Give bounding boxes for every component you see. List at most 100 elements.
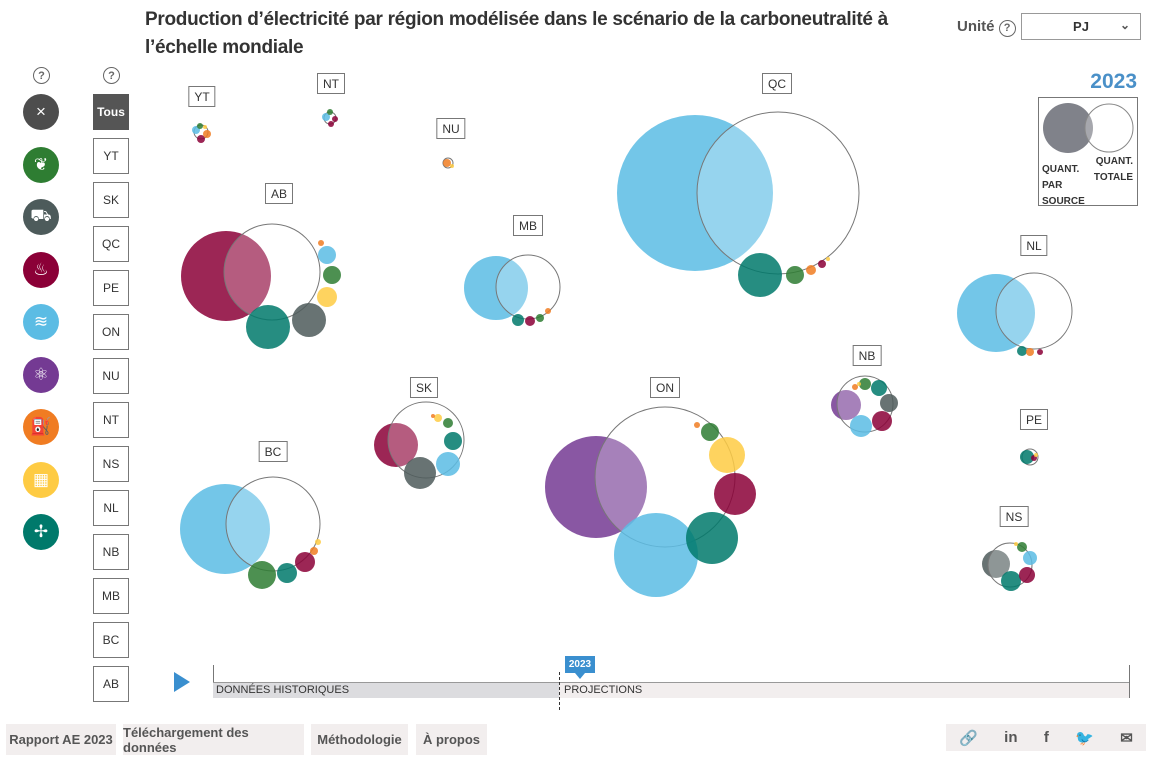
source-circle-wind[interactable]: [738, 253, 782, 297]
play-button[interactable]: [174, 672, 190, 692]
region-bubble-yt[interactable]: [192, 123, 211, 143]
link-icon[interactable]: 🔗: [959, 729, 978, 747]
source-circle-oil[interactable]: [443, 159, 451, 167]
linkedin-icon[interactable]: in: [1004, 729, 1018, 746]
source-circle-wind[interactable]: [1017, 346, 1027, 356]
source-circle-sol[interactable]: [450, 164, 454, 168]
source-circle-gas[interactable]: [818, 260, 826, 268]
source-circle-oil[interactable]: [203, 130, 211, 138]
natural-gas-filter-button[interactable]: ♨: [23, 251, 59, 288]
region-filter-nl[interactable]: NL: [93, 490, 129, 526]
source-circle-bio[interactable]: [701, 423, 719, 441]
total-circle[interactable]: [995, 272, 1073, 350]
region-filter-tous[interactable]: Tous: [93, 94, 129, 130]
source-circle-sol[interactable]: [317, 287, 337, 307]
source-circle-wind[interactable]: [1020, 450, 1034, 464]
region-filter-nt[interactable]: NT: [93, 402, 129, 438]
region-bubble-pe[interactable]: [1020, 448, 1039, 466]
region-bubble-nb[interactable]: [831, 375, 898, 437]
source-circle-gas[interactable]: [714, 473, 756, 515]
source-circle-gas[interactable]: [374, 423, 418, 467]
unit-select[interactable]: PJ ⌄: [1021, 13, 1141, 40]
source-circle-wind[interactable]: [444, 432, 462, 450]
coal-filter-button[interactable]: ⛟: [23, 199, 59, 235]
source-circle-bio[interactable]: [327, 109, 333, 115]
data-download-button[interactable]: Téléchargement des données: [123, 724, 304, 755]
source-circle-gas[interactable]: [1019, 567, 1035, 583]
source-circle-gas[interactable]: [197, 135, 205, 143]
help-icon[interactable]: ?: [998, 19, 1016, 37]
source-circle-oil[interactable]: [318, 240, 324, 246]
source-circle-gas[interactable]: [1037, 349, 1043, 355]
source-circle-bio[interactable]: [536, 314, 544, 322]
region-bubble-mb[interactable]: [464, 254, 561, 326]
region-filter-mb[interactable]: MB: [93, 578, 129, 614]
source-circle-sol[interactable]: [1014, 542, 1018, 546]
source-circle-gas[interactable]: [332, 116, 338, 122]
oil-filter-button[interactable]: ⛽: [23, 409, 59, 445]
region-bubble-nt[interactable]: [322, 109, 338, 127]
facebook-icon[interactable]: f: [1043, 729, 1049, 746]
source-circle-sol[interactable]: [709, 437, 745, 473]
source-circle-bio[interactable]: [248, 561, 276, 589]
source-circle-hyd[interactable]: [617, 115, 773, 271]
source-circle-bio[interactable]: [197, 123, 203, 129]
sources-help-icon[interactable]: ?: [33, 67, 50, 84]
region-filter-pe[interactable]: PE: [93, 270, 129, 306]
source-circle-wind[interactable]: [512, 314, 524, 326]
all-clear-filter-button[interactable]: ×: [23, 94, 59, 130]
region-bubble-ns[interactable]: [982, 542, 1037, 591]
region-bubble-bc[interactable]: [180, 476, 321, 589]
source-circle-hyd[interactable]: [614, 513, 698, 597]
source-circle-sol[interactable]: [315, 539, 321, 545]
solar-filter-button[interactable]: ▦: [23, 461, 59, 498]
source-circle-gas[interactable]: [525, 316, 535, 326]
source-circle-sol[interactable]: [857, 382, 861, 386]
source-circle-oil[interactable]: [694, 422, 700, 428]
region-filter-on[interactable]: ON: [93, 314, 129, 350]
source-circle-hyd[interactable]: [436, 452, 460, 476]
source-circle-bio[interactable]: [323, 266, 341, 284]
source-circle-wind[interactable]: [246, 305, 290, 349]
email-icon[interactable]: ✉: [1120, 729, 1133, 747]
region-filter-nu[interactable]: NU: [93, 358, 129, 394]
source-circle-hyd[interactable]: [850, 415, 872, 437]
region-filter-sk[interactable]: SK: [93, 182, 129, 218]
source-circle-gas[interactable]: [872, 411, 892, 431]
source-circle-gas[interactable]: [295, 552, 315, 572]
source-circle-coal[interactable]: [292, 303, 326, 337]
region-filter-qc[interactable]: QC: [93, 226, 129, 262]
twitter-icon[interactable]: 🐦: [1075, 729, 1094, 747]
source-circle-wind[interactable]: [871, 380, 887, 396]
nuclear-filter-button[interactable]: ⚛: [23, 356, 59, 393]
source-circle-gas[interactable]: [181, 231, 271, 321]
timeline-handle[interactable]: 2023: [565, 656, 595, 679]
source-circle-hyd[interactable]: [318, 246, 336, 264]
source-circle-oil[interactable]: [1026, 348, 1034, 356]
methodology-button[interactable]: Méthodologie: [311, 724, 408, 755]
source-circle-sol[interactable]: [826, 257, 830, 261]
region-filter-yt[interactable]: YT: [93, 138, 129, 174]
regions-help-icon[interactable]: ?: [103, 67, 120, 84]
source-circle-hyd[interactable]: [1023, 551, 1037, 565]
about-button[interactable]: À propos: [416, 724, 487, 755]
timeline[interactable]: DONNÉES HISTORIQUES PROJECTIONS: [213, 682, 1130, 698]
source-circle-bio[interactable]: [1017, 542, 1027, 552]
wind-filter-button[interactable]: ✢: [23, 514, 59, 550]
region-bubble-qc[interactable]: [617, 111, 860, 297]
source-circle-bio[interactable]: [443, 418, 453, 428]
region-bubble-ab[interactable]: [181, 223, 341, 349]
source-circle-oil[interactable]: [852, 384, 858, 390]
source-circle-oil[interactable]: [806, 265, 816, 275]
region-bubble-nu[interactable]: [442, 157, 454, 169]
region-filter-ns[interactable]: NS: [93, 446, 129, 482]
hydro-filter-button[interactable]: ≋: [23, 304, 59, 340]
source-circle-oil[interactable]: [431, 414, 435, 418]
source-circle-sol[interactable]: [203, 125, 207, 129]
region-filter-bc[interactable]: BC: [93, 622, 129, 658]
region-bubble-on[interactable]: [545, 406, 756, 597]
biomass-filter-button[interactable]: ❦: [23, 146, 59, 183]
source-circle-hyd[interactable]: [180, 484, 270, 574]
source-circle-bio[interactable]: [786, 266, 804, 284]
source-circle-sol[interactable]: [1034, 453, 1038, 457]
